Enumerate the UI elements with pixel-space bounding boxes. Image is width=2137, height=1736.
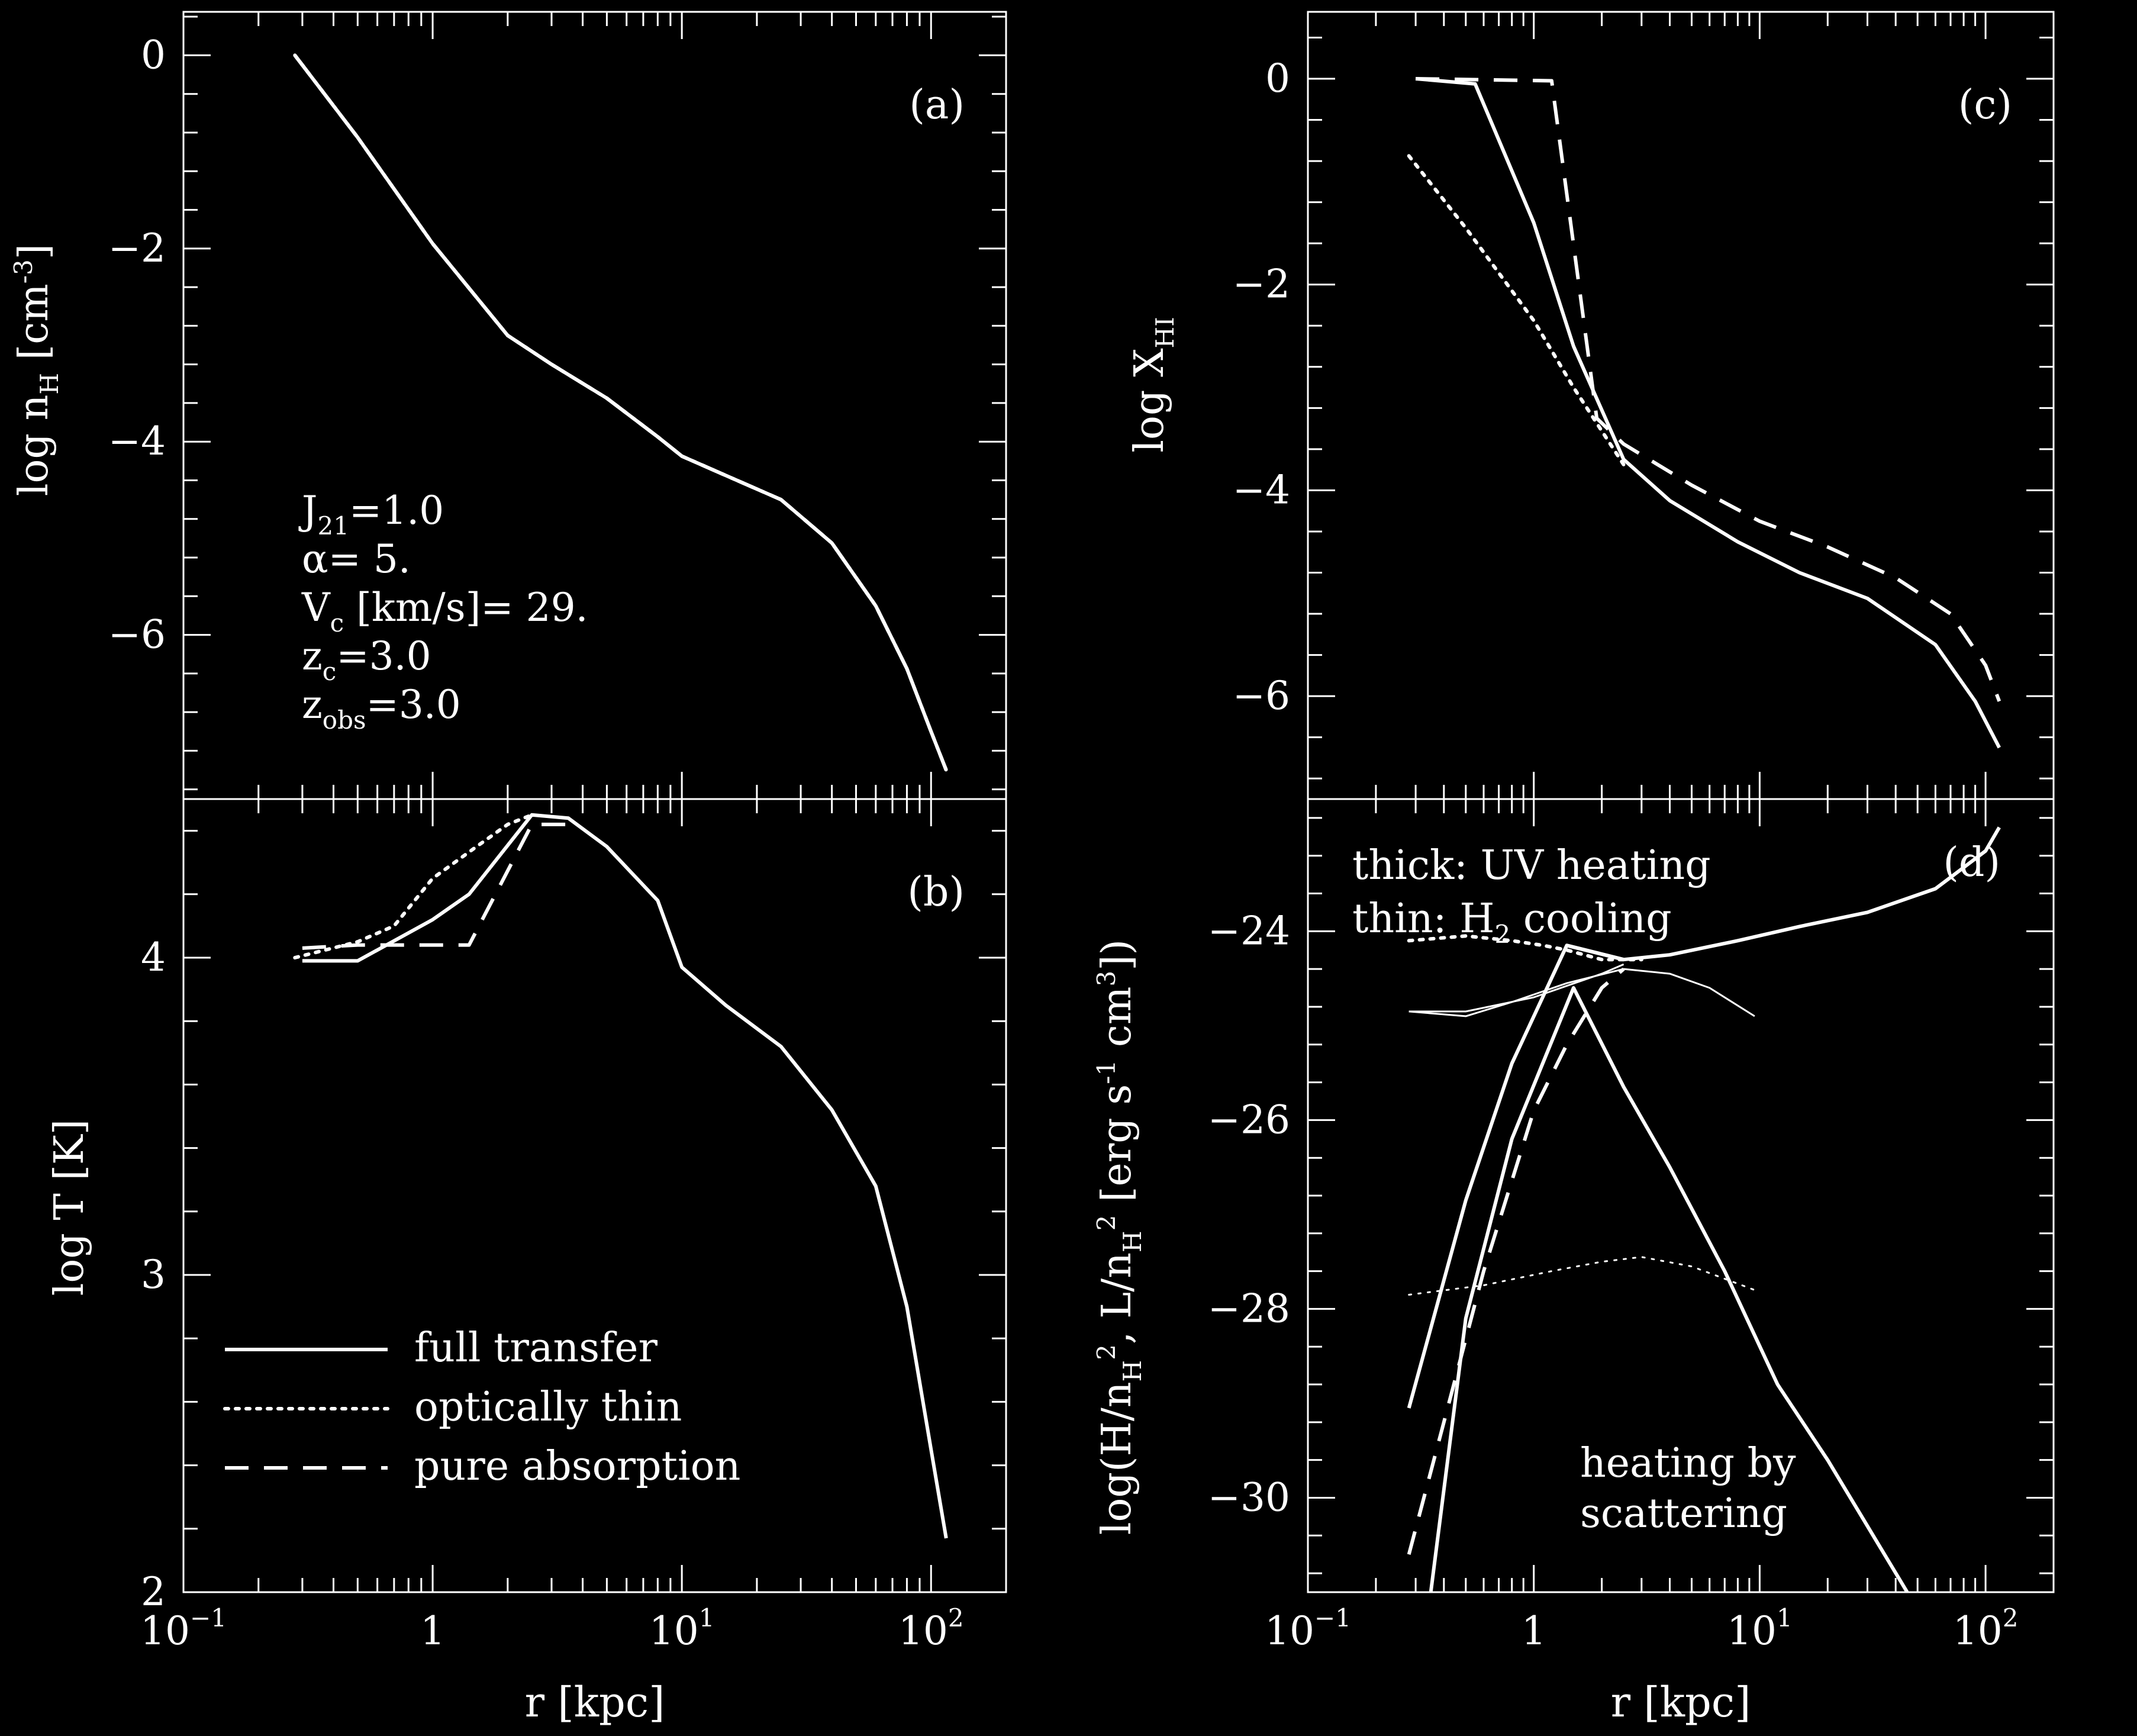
legend-label: full transfer [414,1325,658,1371]
panel-label: (a) [909,82,965,128]
series-line-dashed [1416,77,2001,702]
note-h2-cooling: thin: H2 cooling [1352,896,1672,949]
legend-label: optically thin [414,1384,682,1431]
y-tick-label: 4 [141,935,166,980]
note-scattering: heating by [1580,1440,1796,1487]
panel-b: 2 3 4 10−1 1 101 102 r [kpc] (b) log T [K] full tr… [46,798,1007,1727]
legend-label: pure absorption [414,1443,740,1490]
panel-label: (c) [1958,82,2012,128]
y-tick-label: −26 [1208,1097,1290,1142]
series-line-solid [302,813,948,1539]
x-tick-label: 101 [1727,1603,1793,1654]
x-axis-label: r [kpc] [1611,1678,1751,1727]
parameter-annotation: zobs=3.0 [302,682,461,735]
series-line-dotted-thick [1407,934,1643,962]
x-tick-label: 101 [649,1603,715,1654]
series-line-solid-thick [1429,986,1909,1593]
series-line-solid [293,54,948,771]
x-axis-label: r [kpc] [525,1678,665,1727]
y-axis-label: log nH [cm-3] [9,244,64,496]
y-tick-label: −2 [108,226,166,271]
plot-frame [182,798,1007,1593]
x-tick-label: 102 [898,1603,964,1654]
panel-label: (b) [907,869,965,916]
y-tick-label: 0 [141,32,166,78]
series-line-dotted [1407,154,1626,466]
parameter-annotation: J21=1.0 [298,488,444,540]
series-line-solid-thin [1408,963,1624,1013]
x-tick-label: 10−1 [140,1603,227,1654]
y-tick-label: −4 [1233,467,1290,513]
y-axis-label: log XHI [1126,317,1179,452]
y-tick-label: −2 [1233,262,1290,307]
y-axis-label: log(H/nH2, L/nH2 [erg s-1 cm3]) [1092,939,1147,1535]
parameter-annotation: α= 5. [302,536,411,582]
panel-a: 0 −2 −4 −6 (a) log nH [cm-3] J21=1.0α= 5.Vc [k… [9,11,1007,800]
note-scattering: scattering [1580,1490,1787,1537]
x-tick-label: 1 [420,1608,445,1654]
series-line-solid [1415,77,2001,749]
series-line-dashed-thick [1407,967,1625,1555]
y-tick-label: −30 [1208,1474,1290,1520]
parameter-annotation: zc=3.0 [302,633,431,686]
y-tick-label: −6 [1233,673,1290,719]
y-tick-label: 3 [141,1252,166,1297]
y-tick-label: −6 [108,612,166,658]
y-tick-label: 2 [141,1569,166,1615]
x-tick-label: 10−1 [1265,1603,1351,1654]
y-tick-label: −28 [1208,1286,1290,1331]
y-axis-label: log T [K] [46,1119,93,1296]
x-tick-label: 102 [1953,1603,2019,1654]
y-tick-label: 0 [1265,56,1290,101]
y-tick-label: −4 [108,418,166,464]
x-tick-label: 1 [1522,1608,1546,1654]
series-line-dotted-thin [1408,1256,1756,1296]
note-uv-heating: thick: UV heating [1352,842,1711,889]
series-line-solid-thick [1407,943,1624,1409]
series-line-dotted [293,813,534,959]
series-line-dashed [302,822,569,950]
y-tick-label: −24 [1208,908,1290,954]
series-line-solid-thick [1566,826,2001,962]
parameter-annotation: Vc [km/s]= 29. [301,585,588,637]
